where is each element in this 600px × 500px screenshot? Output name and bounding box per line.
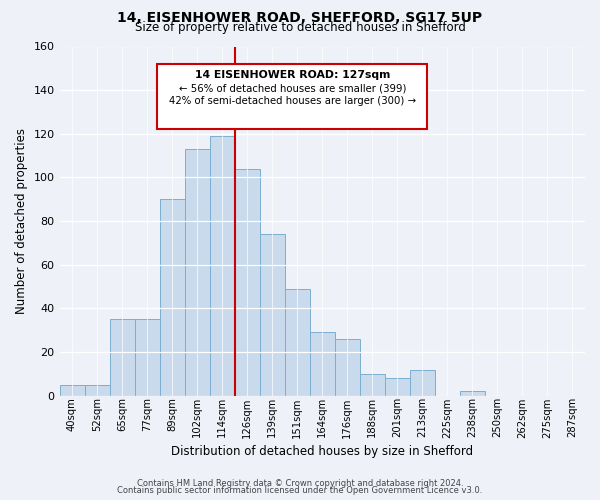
Bar <box>110 320 134 396</box>
Bar <box>460 392 485 396</box>
Bar <box>160 200 185 396</box>
Bar <box>59 385 85 396</box>
Bar <box>235 169 260 396</box>
FancyBboxPatch shape <box>157 64 427 128</box>
Bar <box>85 385 110 396</box>
Bar <box>385 378 410 396</box>
X-axis label: Distribution of detached houses by size in Shefford: Distribution of detached houses by size … <box>171 444 473 458</box>
Text: 42% of semi-detached houses are larger (300) →: 42% of semi-detached houses are larger (… <box>169 96 416 106</box>
Bar <box>185 149 209 396</box>
Bar <box>285 289 310 396</box>
Bar <box>360 374 385 396</box>
Text: 14 EISENHOWER ROAD: 127sqm: 14 EISENHOWER ROAD: 127sqm <box>194 70 390 81</box>
Text: 14, EISENHOWER ROAD, SHEFFORD, SG17 5UP: 14, EISENHOWER ROAD, SHEFFORD, SG17 5UP <box>118 11 482 25</box>
Bar <box>335 339 360 396</box>
Text: Contains public sector information licensed under the Open Government Licence v3: Contains public sector information licen… <box>118 486 482 495</box>
Text: Contains HM Land Registry data © Crown copyright and database right 2024.: Contains HM Land Registry data © Crown c… <box>137 478 463 488</box>
Text: ← 56% of detached houses are smaller (399): ← 56% of detached houses are smaller (39… <box>179 84 406 94</box>
Bar <box>410 370 435 396</box>
Bar <box>209 136 235 396</box>
Text: Size of property relative to detached houses in Shefford: Size of property relative to detached ho… <box>134 22 466 35</box>
Y-axis label: Number of detached properties: Number of detached properties <box>15 128 28 314</box>
Bar <box>260 234 285 396</box>
Bar <box>310 332 335 396</box>
Bar <box>134 320 160 396</box>
